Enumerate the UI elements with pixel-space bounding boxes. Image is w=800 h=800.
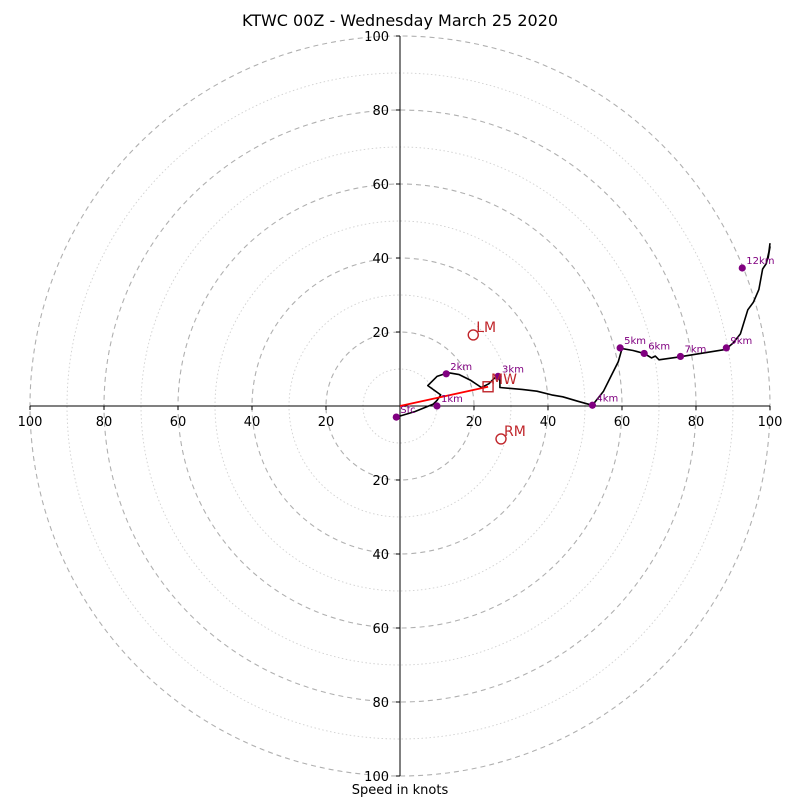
height-label-12km: 12km xyxy=(746,256,774,267)
x-tick-label: 80 xyxy=(688,415,705,430)
storm-label-RM: RM xyxy=(504,424,526,440)
storm-marker-MW xyxy=(482,381,494,393)
hodograph-series xyxy=(396,243,771,418)
height-marker-6km xyxy=(640,349,648,358)
x-tick-label: 60 xyxy=(614,415,631,430)
height-label-7km: 7km xyxy=(684,344,706,355)
height-label-6km: 6km xyxy=(648,341,670,352)
tick-labels: 100 80 60 40 20 20 40 60 80 100 100 80 60 40 20 20 40 60 8… xyxy=(18,30,783,785)
height-marker-2km xyxy=(442,370,450,378)
y-tick-label: 100 xyxy=(364,30,389,45)
height-marker-12km xyxy=(738,264,746,272)
height-marker-Sfc xyxy=(392,413,400,421)
y-tick-label: 20 xyxy=(372,474,389,489)
height-label-5km: 5km xyxy=(624,336,646,347)
storm-marker-LM xyxy=(467,329,479,341)
height-label-4km: 4km xyxy=(596,393,618,404)
x-tick-label: 100 xyxy=(18,415,43,430)
y-tick-label: 60 xyxy=(372,622,389,637)
height-label-3km: 3km xyxy=(502,364,524,375)
height-marker-4km xyxy=(588,401,597,409)
chart-title: KTWC 00Z - Wednesday March 25 2020 xyxy=(241,11,559,30)
y-tick-label: 20 xyxy=(372,326,389,341)
x-tick-label: 40 xyxy=(540,415,557,430)
y-tick-label: 80 xyxy=(372,696,389,711)
height-marker-5km xyxy=(616,344,624,352)
y-tick-label: 40 xyxy=(372,548,389,563)
height-marker-9km xyxy=(722,344,730,352)
x-tick-label: 20 xyxy=(318,415,335,430)
storm-motion-vector xyxy=(399,385,489,407)
height-label-9km: 9km xyxy=(730,336,752,347)
storm-marker-RM xyxy=(495,433,507,445)
y-tick-label: 40 xyxy=(372,252,389,267)
y-tick-label: 60 xyxy=(372,178,389,193)
x-axis-label: Speed in knots xyxy=(351,783,449,798)
hodograph-line xyxy=(396,243,771,418)
x-tick-label: 20 xyxy=(466,415,483,430)
x-tick-label: 40 xyxy=(244,415,261,430)
storm-label-MW: MW xyxy=(491,372,517,388)
height-marker-7km xyxy=(676,352,685,361)
height-marker-1km xyxy=(433,402,441,410)
storm-motion-markers: LM RM MW xyxy=(467,320,526,445)
x-tick-label: 80 xyxy=(96,415,113,430)
x-tick-label: 60 xyxy=(170,415,187,430)
y-tick-label: 80 xyxy=(372,104,389,119)
height-marker-3km xyxy=(494,372,502,380)
height-label-1km: 1km xyxy=(441,394,463,405)
y-tick-label: 100 xyxy=(364,770,389,785)
height-label-2km: 2km xyxy=(450,362,472,373)
x-tick-label: 100 xyxy=(758,415,783,430)
height-label-Sfc: Sfc xyxy=(400,405,415,416)
storm-label-LM: LM xyxy=(476,320,496,336)
